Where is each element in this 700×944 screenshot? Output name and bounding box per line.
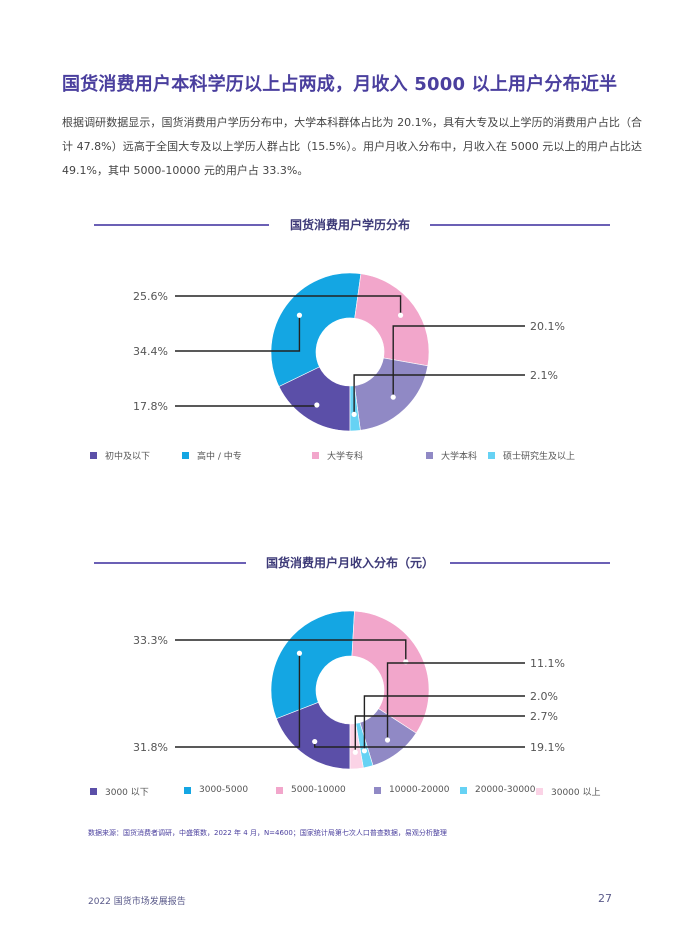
leader-line-5 xyxy=(363,695,525,751)
section-rule-left xyxy=(94,224,269,226)
leader-dot-3 xyxy=(397,312,404,318)
leader-dot-4 xyxy=(384,737,391,743)
donut-slice-2 xyxy=(270,272,362,387)
donut-slice-4 xyxy=(354,357,429,431)
legend-item-2: 3000-5000 xyxy=(184,785,248,795)
education-donut-chart: 17.8% 34.4% 25.6% 20.1% 2.1% xyxy=(133,272,565,432)
legend-item-5: 20000-30000 xyxy=(460,785,536,795)
intro-paragraph: 根据调研数据显示，国货消费用户学历分布中，大学本科群体占比为 20.1%，具有大… xyxy=(62,116,642,177)
chart1-title: 国货消费用户学历分布 xyxy=(289,218,410,232)
value-label-2: 31.8% xyxy=(133,741,168,754)
chart2-title: 国货消费用户月收入分布（元） xyxy=(265,556,434,570)
leader-line-3 xyxy=(175,639,407,662)
chart2-legend: 3000 以下 3000-5000 5000-10000 10000-20000 200… xyxy=(90,785,650,801)
donut-slice-3 xyxy=(354,273,430,367)
income-donut-chart: 19.1% 31.8% 33.3% 11.1% 2.0% 2.7% xyxy=(133,610,565,770)
value-label-3: 33.3% xyxy=(133,634,168,647)
legend-swatch xyxy=(276,786,283,794)
legend-item-3: 5000-10000 xyxy=(276,785,346,795)
legend-label: 10000-20000 xyxy=(389,785,450,795)
leader-dot-2 xyxy=(296,650,303,656)
leader-line-2 xyxy=(175,315,301,352)
leader-dot-6 xyxy=(352,749,358,755)
leader-dot-4 xyxy=(390,394,396,400)
leader-line-5 xyxy=(353,374,525,415)
leader-dot-1 xyxy=(312,738,318,745)
value-label-2: 34.4% xyxy=(133,345,168,358)
legend-swatch xyxy=(426,452,433,459)
legend-swatch xyxy=(488,452,495,459)
leader-dot-2 xyxy=(296,312,303,318)
legend-label: 5000-10000 xyxy=(291,785,346,795)
legend-label: 硕士研究生及以上 xyxy=(503,452,576,462)
data-source-note: 数据来源：国货消费者调研，中盛策数，2022 年 4 月，N=4600；国家统计… xyxy=(88,829,447,837)
legend-swatch xyxy=(90,452,97,459)
legend-item-3: 大学专科 xyxy=(312,449,363,462)
chart1-legend: 初中及以下 高中 / 中专 大学专科 大学本科 硕士研究生及以上 xyxy=(90,449,650,465)
legend-swatch xyxy=(182,452,189,459)
value-label-4: 11.1% xyxy=(530,657,565,670)
legend-item-6: 30000 以上 xyxy=(536,785,601,798)
legend-label: 高中 / 中专 xyxy=(197,452,242,462)
legend-label: 20000-30000 xyxy=(475,785,536,795)
legend-item-4: 10000-20000 xyxy=(374,785,450,795)
donut-slice-2 xyxy=(270,610,355,720)
legend-item-1: 初中及以下 xyxy=(90,449,150,462)
footer-report-name: 2022 国货市场发展报告 xyxy=(88,897,186,907)
leader-dot-5 xyxy=(361,748,367,754)
legend-item-2: 高中 / 中专 xyxy=(182,449,242,462)
donut-slice-3 xyxy=(351,610,430,734)
leader-line-3 xyxy=(175,295,402,316)
legend-label: 大学本科 xyxy=(441,452,478,462)
value-label-6: 2.7% xyxy=(530,710,558,723)
legend-label: 3000-5000 xyxy=(199,785,249,795)
legend-item-5: 硕士研究生及以上 xyxy=(488,449,575,462)
leader-line-4 xyxy=(392,325,525,398)
value-label-5: 2.1% xyxy=(530,369,558,382)
leader-dot-5 xyxy=(351,411,357,417)
legend-swatch xyxy=(374,786,381,794)
section-rule-left xyxy=(94,562,246,564)
footer-page-number: 27 xyxy=(598,892,612,905)
legend-item-1: 3000 以下 xyxy=(90,785,149,798)
legend-swatch xyxy=(90,788,97,795)
page-title: 国货消费用户本科学历以上占两成，月收入 5000 以上用户分布近半 xyxy=(62,74,618,95)
legend-swatch xyxy=(460,786,467,794)
legend-swatch xyxy=(536,788,543,795)
value-label-5: 2.0% xyxy=(530,690,558,703)
value-label-3: 25.6% xyxy=(133,290,168,303)
section-rule-right xyxy=(430,224,610,226)
value-label-4: 20.1% xyxy=(530,320,565,333)
legend-item-4: 大学本科 xyxy=(426,449,477,462)
section-rule-right xyxy=(450,562,610,564)
leader-line-2 xyxy=(175,653,301,748)
leader-dot-1 xyxy=(314,402,320,408)
legend-label: 大学专科 xyxy=(327,452,364,462)
legend-label: 初中及以下 xyxy=(105,452,151,462)
legend-swatch xyxy=(312,452,319,459)
leader-line-6 xyxy=(354,715,525,753)
value-label-1: 17.8% xyxy=(133,400,168,413)
legend-swatch xyxy=(184,786,191,794)
leader-line-4 xyxy=(386,662,525,740)
legend-label: 30000 以上 xyxy=(551,788,601,798)
value-label-1: 19.1% xyxy=(530,741,565,754)
legend-label: 3000 以下 xyxy=(105,788,149,798)
